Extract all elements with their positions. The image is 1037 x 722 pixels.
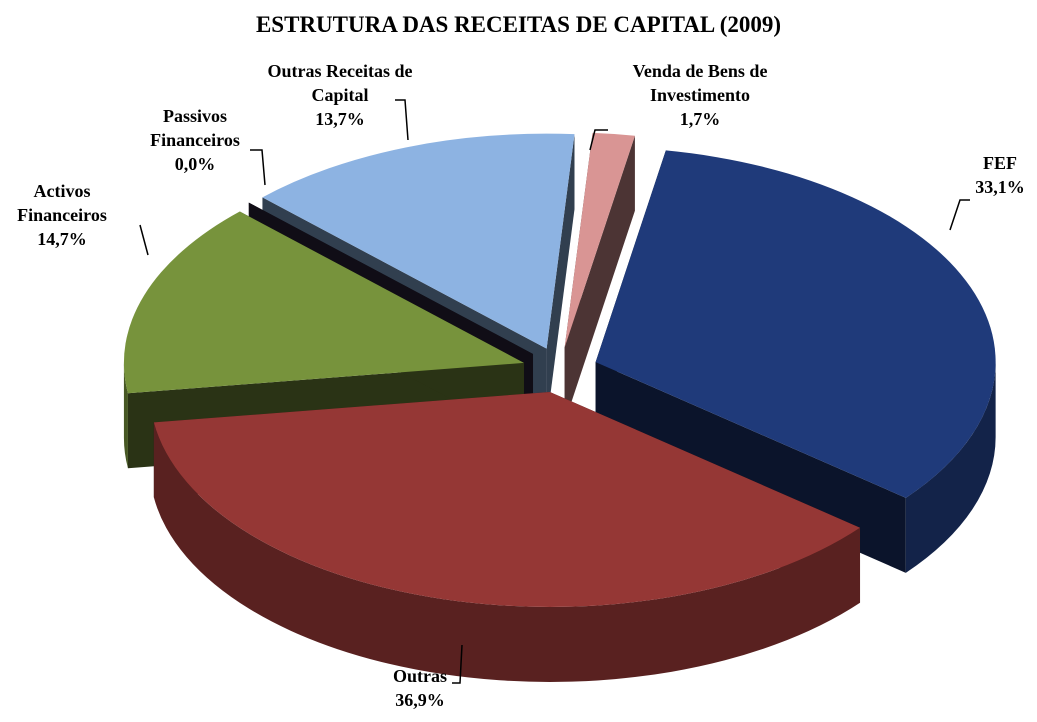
category-label: Venda de Bens de Investimento	[632, 61, 768, 105]
leader-line	[139, 224, 149, 256]
category-label: Outras Receitas de Capital	[267, 61, 413, 105]
slice-label: Activos Financeiros 14,7%	[2, 179, 122, 251]
slice-wall	[905, 362, 996, 573]
pie-slice	[564, 132, 635, 423]
value-label: 33,1%	[975, 177, 1025, 197]
slice-wall	[123, 362, 128, 469]
pie-slice	[153, 391, 861, 682]
slice-label: Passivos Financeiros 0,0%	[135, 104, 255, 176]
slice-label: FEF 33,1%	[960, 151, 1037, 199]
value-label: 0,0%	[174, 154, 216, 174]
slice-top	[248, 202, 534, 354]
slice-top	[595, 150, 996, 498]
leader-line	[395, 99, 409, 141]
category-label: Passivos Financeiros	[150, 106, 240, 150]
category-label: FEF	[983, 153, 1017, 173]
value-label: 14,7%	[37, 229, 87, 249]
slice-top	[564, 132, 635, 348]
value-label: 13,7%	[315, 109, 365, 129]
slice-side	[546, 134, 575, 424]
slice-wall	[153, 422, 861, 682]
leader-line	[250, 149, 266, 186]
value-label: 1,7%	[679, 109, 721, 129]
slice-label: Venda de Bens de Investimento 1,7%	[610, 59, 790, 131]
slice-top	[262, 133, 575, 349]
slice-label: Outras Receitas de Capital 13,7%	[260, 59, 420, 131]
category-label: Outras	[393, 666, 447, 686]
slice-label: Outras 36,9%	[380, 664, 460, 712]
chart-title: ESTRUTURA DAS RECEITAS DE CAPITAL (2009)	[255, 12, 782, 37]
category-label: Activos Financeiros	[17, 181, 107, 225]
slice-top	[153, 391, 861, 607]
leader-line	[949, 199, 970, 231]
leader-line	[589, 129, 608, 151]
slice-side	[564, 135, 635, 423]
leader-line	[452, 644, 463, 684]
value-label: 36,9%	[395, 690, 445, 710]
slice-top	[123, 211, 524, 394]
